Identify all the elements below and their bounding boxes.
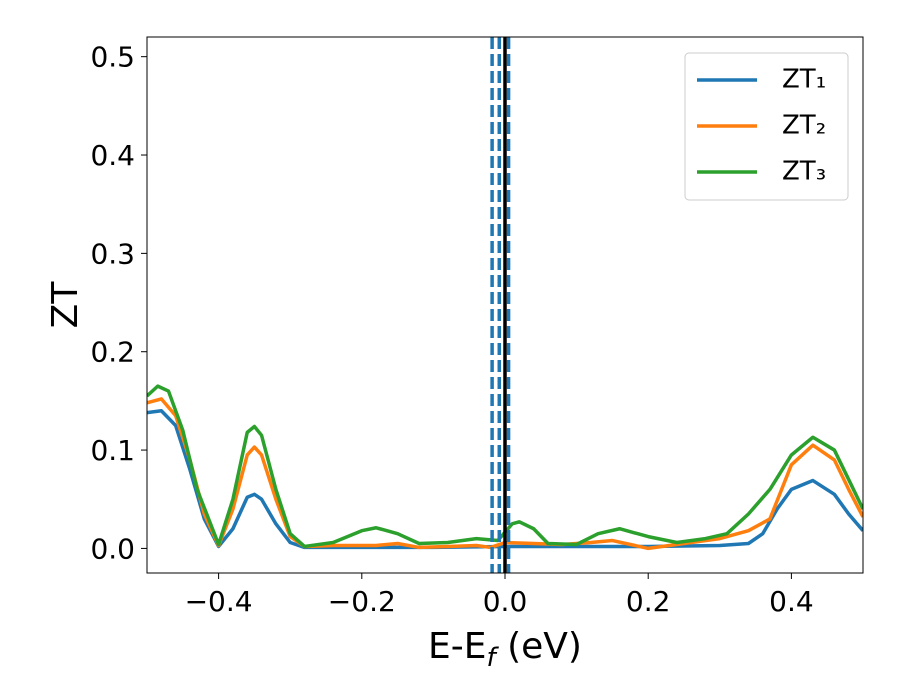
y-tick-label: 0.5 bbox=[90, 41, 135, 74]
y-axis-label: ZT bbox=[45, 281, 86, 329]
y-tick-label: 0.1 bbox=[90, 434, 135, 467]
y-tick-label: 0.3 bbox=[90, 237, 135, 270]
legend-box bbox=[684, 52, 849, 201]
legend-label: ZT₁ bbox=[782, 65, 826, 95]
x-tick-label: −0.2 bbox=[328, 585, 396, 618]
x-tick-label: 0.0 bbox=[483, 585, 528, 618]
y-tick-label: 0.4 bbox=[90, 139, 135, 172]
line-series bbox=[147, 397, 863, 551]
plot-area bbox=[147, 37, 863, 573]
line-series bbox=[147, 384, 863, 549]
x-tick-label: −0.4 bbox=[185, 585, 253, 618]
legend-label: ZT₃ bbox=[782, 157, 826, 187]
plot-frame bbox=[146, 36, 864, 574]
x-tick-label: 0.2 bbox=[626, 585, 671, 618]
x-label-part: E-E bbox=[428, 626, 486, 667]
y-tick-label: 0.2 bbox=[90, 336, 135, 369]
x-tick-label: 0.4 bbox=[769, 585, 814, 618]
y-tick-label: 0.0 bbox=[90, 532, 135, 565]
x-label-part: (eV) bbox=[496, 626, 582, 667]
x-axis-label: E-Ef (eV) bbox=[428, 626, 582, 673]
legend-label: ZT₂ bbox=[782, 111, 826, 141]
